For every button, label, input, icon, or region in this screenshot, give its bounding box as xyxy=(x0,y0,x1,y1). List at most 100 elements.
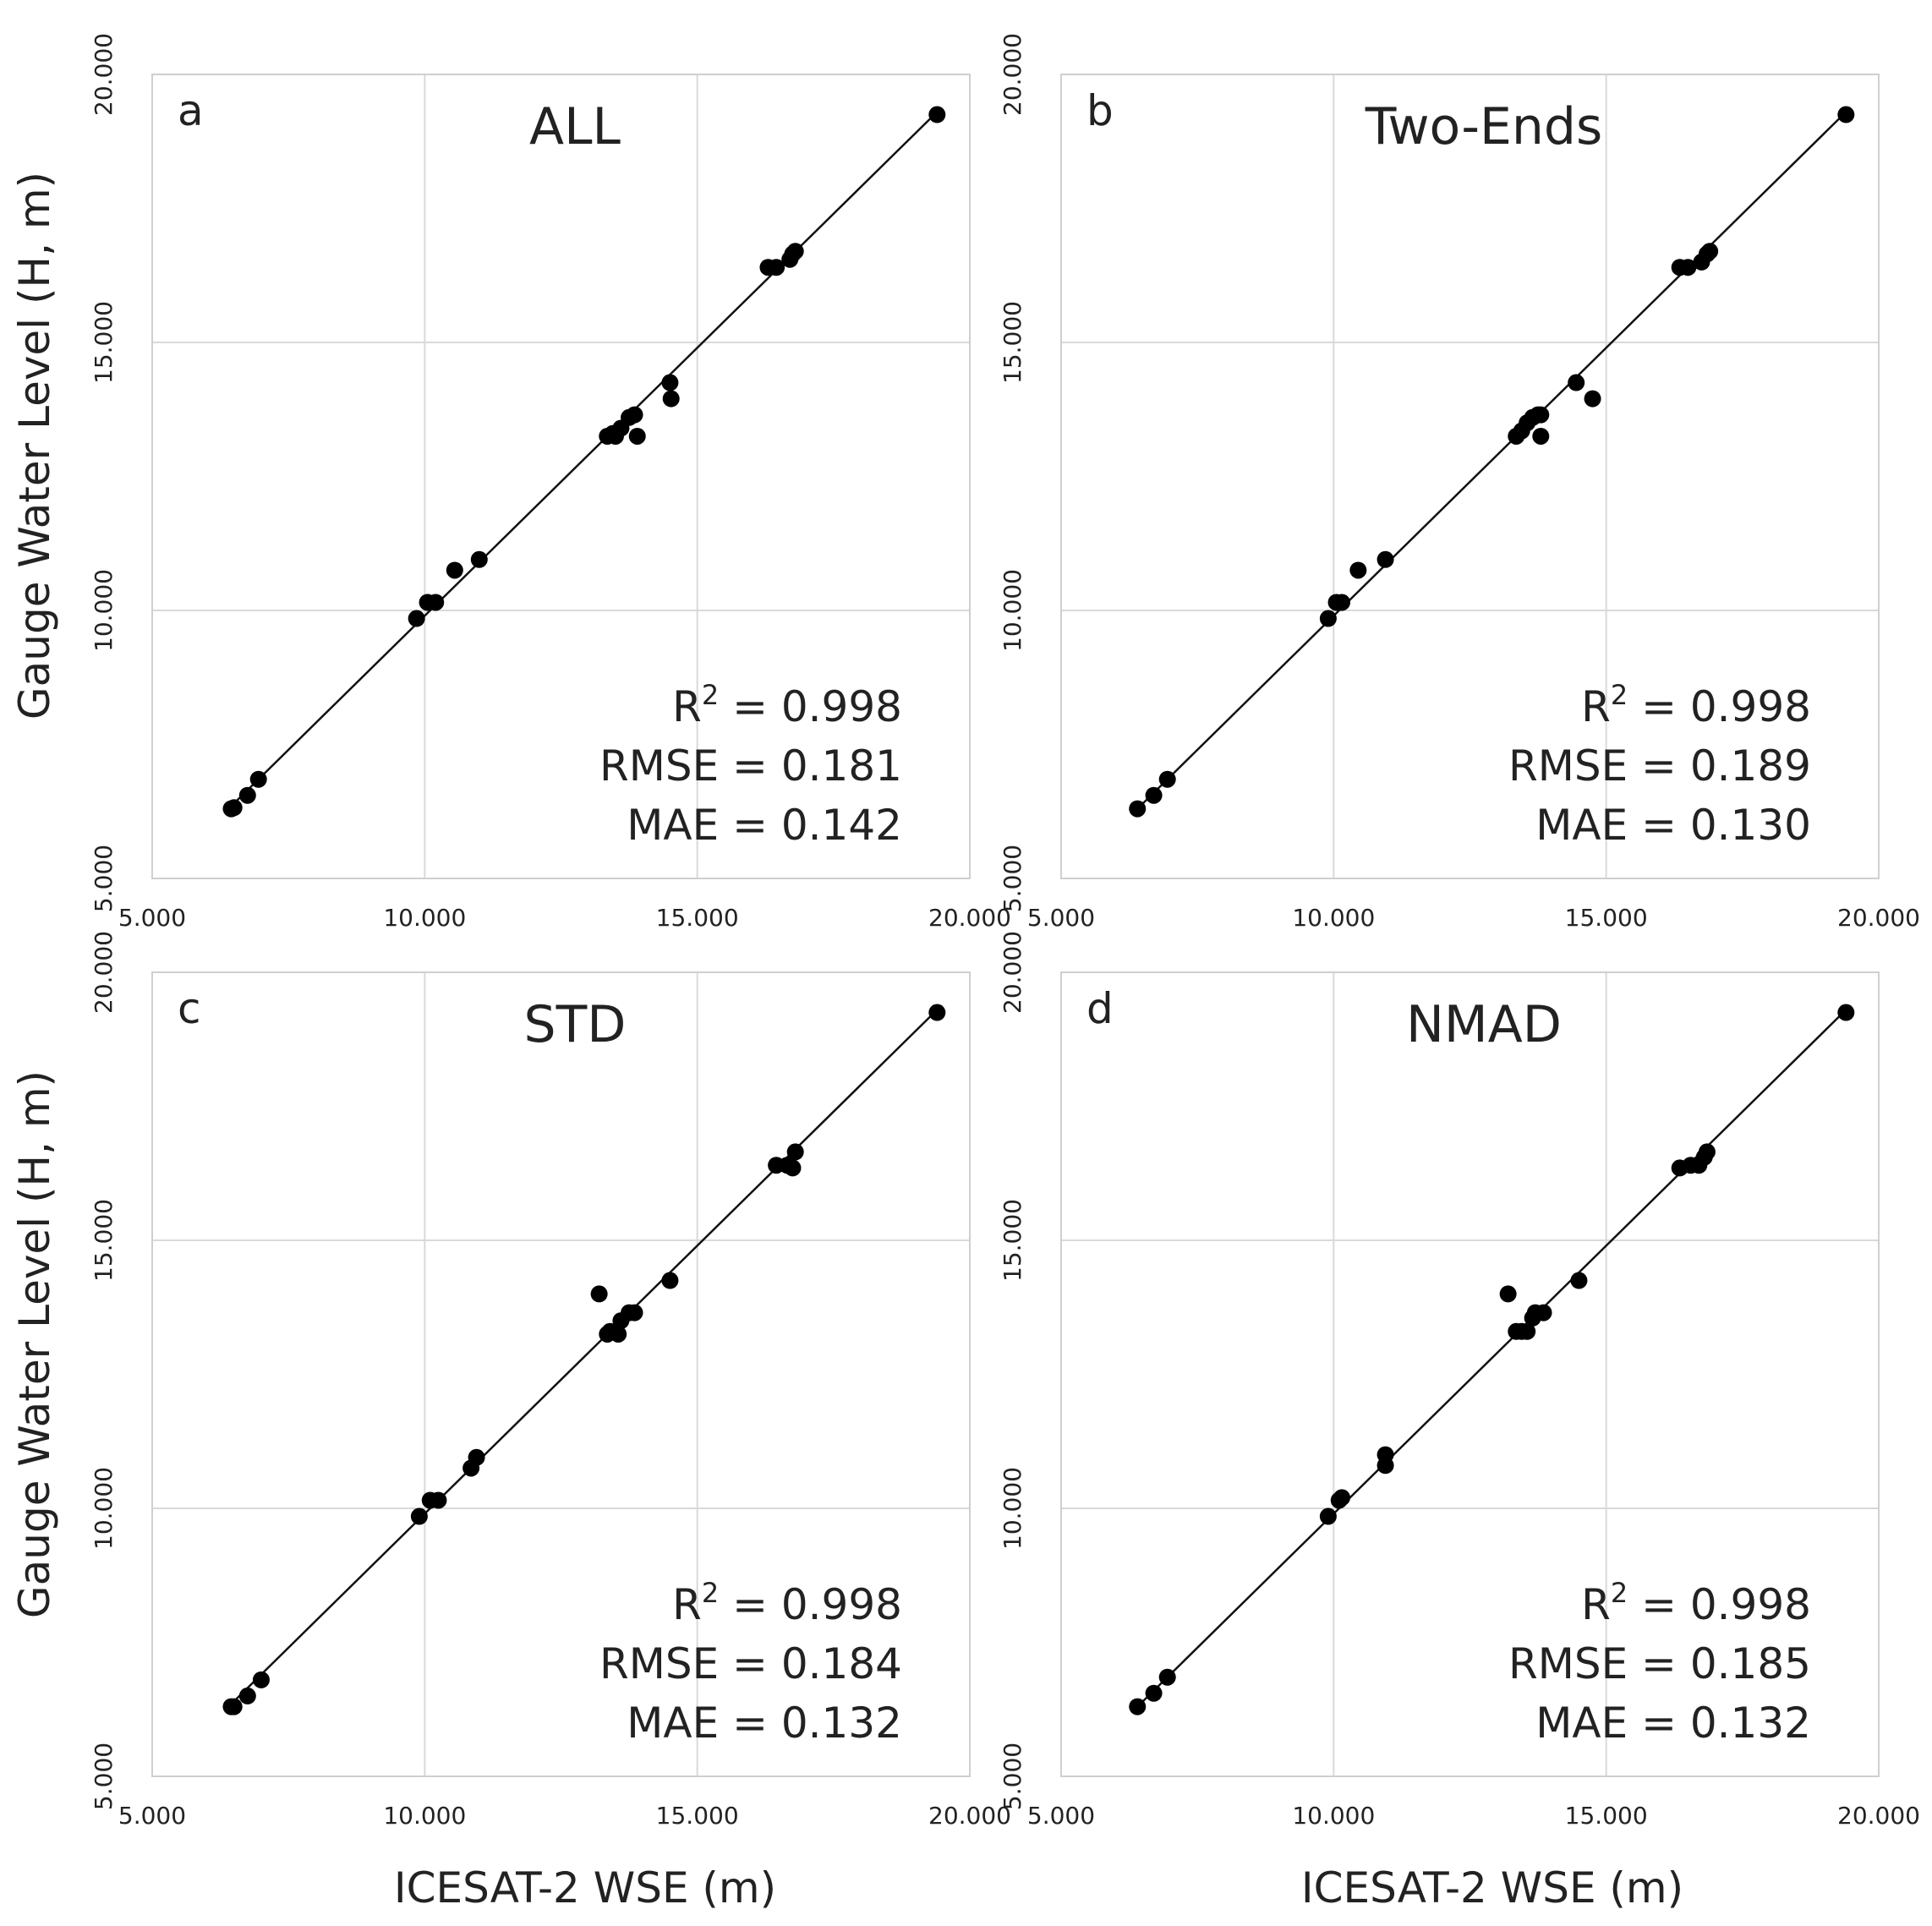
y-tick-label-d-3: 20.000 xyxy=(999,931,1026,1014)
data-point-a-19 xyxy=(768,259,785,276)
y-tick-label-b-0: 5.000 xyxy=(999,845,1026,912)
panel-letter-d: d xyxy=(1086,984,1114,1033)
data-point-a-7 xyxy=(446,561,463,579)
y-tick-label-d-2: 15.000 xyxy=(999,1199,1026,1282)
data-point-d-0 xyxy=(1129,1698,1147,1715)
data-point-b-15 xyxy=(1568,374,1585,391)
panel-title-a: ALL xyxy=(529,97,621,156)
panel-letter-c: c xyxy=(178,984,201,1033)
data-point-c-4 xyxy=(410,1507,428,1525)
data-point-d-15 xyxy=(1570,1272,1588,1289)
data-point-d-8 xyxy=(1499,1285,1517,1303)
x-tick-label-c-1: 10.000 xyxy=(383,1802,466,1830)
stat-rmse-a: RMSE = 0.181 xyxy=(599,741,902,791)
stat-r2-value-b: = 0.998 xyxy=(1628,682,1811,731)
stat-r2-label-c: R xyxy=(672,1580,702,1629)
stat-r2-sup-c: 2 xyxy=(702,1577,719,1609)
stat-r2-value-a: = 0.998 xyxy=(719,682,902,731)
plot-frame-c xyxy=(151,971,971,1777)
stat-rmse-d: RMSE = 0.185 xyxy=(1508,1639,1811,1688)
y-tick-label-b-1: 10.000 xyxy=(999,569,1026,652)
data-point-c-2 xyxy=(238,1687,256,1704)
panel-b: 5.000 10.000 15.000 20.000 5.000 10.000 15.000… xyxy=(999,33,1920,932)
data-point-b-6 xyxy=(1349,561,1367,579)
stat-mae-d: MAE = 0.132 xyxy=(1535,1699,1811,1748)
y-tick-label-c-0: 5.000 xyxy=(90,1743,118,1810)
stat-r2-sup-b: 2 xyxy=(1611,679,1628,711)
data-point-a-23 xyxy=(928,106,946,123)
data-point-b-22 xyxy=(1837,106,1855,123)
plot-frame-b xyxy=(1060,74,1880,879)
x-tick-label-a-2: 15.000 xyxy=(656,904,739,932)
data-point-c-9 xyxy=(590,1285,608,1303)
stat-mae-b: MAE = 0.130 xyxy=(1535,801,1811,850)
x-tick-label-a-3: 20.000 xyxy=(928,904,1011,932)
x-tick-label-c-0: 5.000 xyxy=(118,1802,186,1830)
data-point-a-6 xyxy=(427,594,445,611)
data-point-b-3 xyxy=(1319,610,1337,627)
x-tick-label-d-2: 15.000 xyxy=(1565,1802,1648,1830)
x-tick-label-b-3: 20.000 xyxy=(1837,904,1920,932)
data-point-a-4 xyxy=(408,610,425,627)
x-tick-label-c-3: 20.000 xyxy=(928,1802,1011,1830)
panel-a: 5.000 10.000 15.000 20.000 5.000 10.000 15.000… xyxy=(90,33,1011,932)
data-point-c-8 xyxy=(468,1448,485,1466)
stat-mae-a: MAE = 0.142 xyxy=(627,801,902,850)
data-point-b-0 xyxy=(1129,800,1147,818)
y-tick-label-a-2: 15.000 xyxy=(90,301,118,384)
data-point-a-1 xyxy=(225,799,243,817)
stat-r2-value-d: = 0.998 xyxy=(1628,1580,1811,1629)
panel-title-c: STD xyxy=(524,995,627,1054)
y-tick-label-d-0: 5.000 xyxy=(999,1743,1026,1810)
x-tick-label-b-0: 5.000 xyxy=(1027,904,1095,932)
data-point-d-7 xyxy=(1376,1446,1394,1464)
data-point-d-14 xyxy=(1535,1304,1552,1321)
y-tick-label-a-3: 20.000 xyxy=(90,33,118,116)
x-tick-label-a-0: 5.000 xyxy=(118,904,186,932)
y-axis-label-bottom: Gauge Water Level (H, m) xyxy=(10,1070,59,1618)
data-point-c-12 xyxy=(610,1325,627,1343)
data-point-d-21 xyxy=(1837,1004,1855,1021)
x-axis-label-left: ICESAT-2 WSE (m) xyxy=(394,1863,776,1912)
data-point-b-18 xyxy=(1679,259,1697,276)
plot-frame-a xyxy=(151,74,971,879)
data-point-c-15 xyxy=(626,1304,643,1321)
x-tick-label-a-1: 10.000 xyxy=(383,904,466,932)
y-tick-label-a-0: 5.000 xyxy=(90,845,118,912)
stat-r2-a: R2 = 0.998 xyxy=(672,679,902,731)
data-point-d-5 xyxy=(1333,1489,1351,1507)
stat-r2-c: R2 = 0.998 xyxy=(672,1577,902,1629)
y-tick-label-b-3: 20.000 xyxy=(999,33,1026,116)
data-point-d-1 xyxy=(1145,1684,1163,1702)
data-point-b-2 xyxy=(1158,770,1176,788)
stat-r2-sup-d: 2 xyxy=(1611,1577,1628,1609)
stat-mae-c: MAE = 0.132 xyxy=(627,1699,902,1748)
data-point-b-1 xyxy=(1145,786,1163,804)
y-tick-label-b-2: 15.000 xyxy=(999,301,1026,384)
y-tick-label-c-3: 20.000 xyxy=(90,931,118,1014)
data-point-c-19 xyxy=(784,1159,802,1177)
data-point-c-20 xyxy=(786,1143,804,1161)
stat-r2-sup-a: 2 xyxy=(702,679,719,711)
panel-c: 5.000 10.000 15.000 20.000 5.000 10.000 15.000… xyxy=(90,931,1011,1830)
x-axis-label-right: ICESAT-2 WSE (m) xyxy=(1301,1863,1683,1912)
panel-title-b: Two-Ends xyxy=(1365,97,1603,156)
data-point-b-14 xyxy=(1532,427,1550,445)
fit-line-a xyxy=(227,111,939,810)
panel-letter-b: b xyxy=(1086,86,1114,135)
stat-rmse-c: RMSE = 0.184 xyxy=(599,1639,902,1688)
data-point-a-3 xyxy=(249,770,267,788)
data-point-a-14 xyxy=(626,406,643,424)
x-tick-label-b-1: 10.000 xyxy=(1292,904,1375,932)
panel-d: 5.000 10.000 15.000 20.000 5.000 10.000 15.000… xyxy=(999,931,1920,1830)
stat-r2-label-a: R xyxy=(672,682,702,731)
data-point-b-13 xyxy=(1532,406,1550,424)
data-point-b-16 xyxy=(1584,390,1601,408)
stat-r2-d: R2 = 0.998 xyxy=(1581,1577,1811,1629)
y-tick-label-c-1: 10.000 xyxy=(90,1467,118,1550)
panel-title-d: NMAD xyxy=(1406,995,1562,1054)
data-point-a-2 xyxy=(238,786,256,804)
data-point-d-11 xyxy=(1519,1322,1536,1340)
data-point-b-7 xyxy=(1376,550,1394,568)
stat-r2-label-d: R xyxy=(1581,1580,1611,1629)
